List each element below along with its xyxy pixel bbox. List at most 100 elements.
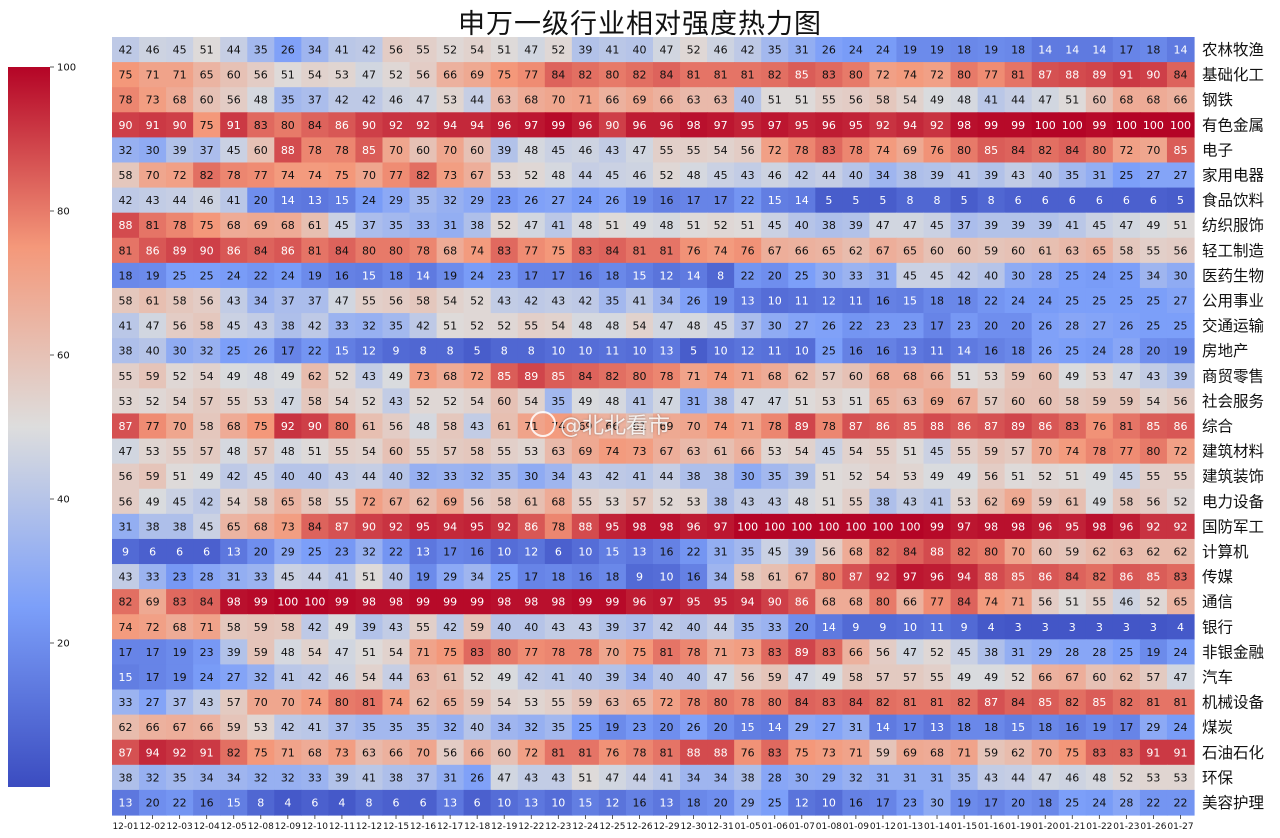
heatmap-cell: [1004, 513, 1033, 540]
heatmap-cell: [112, 463, 140, 490]
x-tick-label: 01-20: [1032, 822, 1058, 832]
cell-value: 23: [497, 194, 511, 207]
cell-value: 60: [957, 244, 971, 257]
cell-value: 42: [605, 470, 619, 483]
cell-value: 25: [173, 269, 187, 282]
heatmap-cell: [1058, 237, 1087, 264]
cell-value: 97: [768, 119, 782, 132]
cell-value: 14: [957, 345, 971, 358]
x-tick-label: 01-13: [897, 822, 923, 832]
heatmap-cell: [653, 463, 681, 490]
heatmap-cell: [571, 313, 600, 339]
cell-value: 62: [1119, 671, 1133, 684]
cell-value: 99: [416, 596, 430, 609]
heatmap-cell: [734, 714, 762, 741]
heatmap-cell: [1031, 87, 1060, 113]
heatmap-cell: [571, 287, 600, 314]
heatmap-cell: [923, 438, 952, 465]
heatmap-cell: [436, 513, 465, 540]
heatmap-cell: [571, 488, 600, 515]
heatmap-cell: [139, 538, 167, 565]
heatmap-cell: [301, 764, 329, 791]
x-tick-label: 12-22: [518, 822, 544, 832]
cell-value: 71: [849, 746, 863, 759]
cell-value: 97: [957, 520, 971, 533]
heatmap-cell: [463, 237, 492, 264]
cell-value: 20: [768, 269, 782, 282]
row-label: 交通运输: [1202, 317, 1265, 335]
cell-value: 59: [1119, 395, 1133, 408]
cell-value: 49: [1092, 495, 1106, 508]
heatmap-cell: [734, 87, 762, 113]
heatmap-cell: [815, 438, 843, 465]
cell-value: 83: [1092, 746, 1106, 759]
cell-value: 38: [470, 219, 484, 232]
heatmap-cell: [1004, 237, 1033, 264]
cell-value: 41: [632, 395, 646, 408]
cell-value: 85: [1146, 571, 1160, 584]
heatmap-cell: [301, 639, 329, 666]
heatmap-cell: [274, 313, 302, 339]
colorbar-tick-label: 80: [57, 207, 70, 218]
cell-value: 66: [1173, 94, 1187, 107]
cell-value: 66: [1038, 671, 1052, 684]
cell-value: 41: [632, 295, 646, 308]
cell-value: 48: [687, 169, 701, 182]
heatmap-cell: [680, 37, 708, 63]
heatmap-cell: [923, 538, 952, 565]
heatmap-cell: [1166, 162, 1195, 189]
cell-value: 43: [578, 470, 592, 483]
cell-value: 56: [741, 671, 755, 684]
heatmap-cell: [869, 438, 898, 465]
cell-value: 98: [687, 119, 701, 132]
cell-value: 43: [470, 420, 484, 433]
cell-value: 74: [1065, 445, 1079, 458]
heatmap-cell: [1139, 739, 1168, 766]
cell-value: 24: [1092, 269, 1106, 282]
heatmap-cell: [1058, 313, 1087, 339]
cell-value: 57: [903, 671, 917, 684]
heatmap-cell: [139, 262, 167, 289]
heatmap-cell: [490, 764, 519, 791]
heatmap-cell: [193, 237, 221, 264]
heatmap-cell: [761, 714, 789, 741]
heatmap-cell: [653, 187, 681, 214]
heatmap-cell: [193, 363, 221, 389]
cell-value: 75: [551, 244, 565, 257]
cell-value: 31: [1092, 169, 1106, 182]
heatmap-cell: [1004, 137, 1033, 164]
heatmap-cell: [328, 112, 357, 138]
heatmap-cell: [139, 162, 167, 189]
cell-value: 24: [578, 194, 592, 207]
heatmap-cell: [896, 739, 925, 766]
cell-value: 86: [876, 420, 890, 433]
cell-value: 78: [632, 746, 646, 759]
cell-value: 24: [1038, 295, 1052, 308]
cell-value: 60: [470, 144, 484, 157]
heatmap-cell: [301, 212, 329, 239]
heatmap-cell: [490, 87, 519, 113]
x-tick-label: 12-08: [248, 822, 274, 832]
heatmap-cell: [1085, 112, 1114, 138]
cell-value: 24: [1173, 646, 1187, 659]
row-label: 社会服务: [1202, 392, 1264, 410]
heatmap-cell: [707, 589, 735, 615]
cell-value: 17: [443, 545, 457, 558]
heatmap-cell: [301, 338, 329, 364]
heatmap-cell: [598, 639, 627, 666]
heatmap-cell: [382, 639, 411, 666]
cell-value: 45: [254, 470, 268, 483]
cell-value: 60: [200, 94, 214, 107]
cell-value: 56: [389, 420, 403, 433]
cell-value: 100: [1035, 119, 1056, 132]
cell-value: 48: [524, 144, 538, 157]
cell-value: 95: [687, 596, 701, 609]
cell-value: 40: [741, 94, 755, 107]
heatmap-cell: [923, 513, 952, 540]
heatmap-cell: [653, 513, 681, 540]
cell-value: 40: [389, 470, 403, 483]
heatmap-cell: [707, 463, 735, 490]
cell-value: 65: [876, 395, 890, 408]
heatmap-cell: [1112, 463, 1141, 490]
cell-value: 53: [903, 470, 917, 483]
